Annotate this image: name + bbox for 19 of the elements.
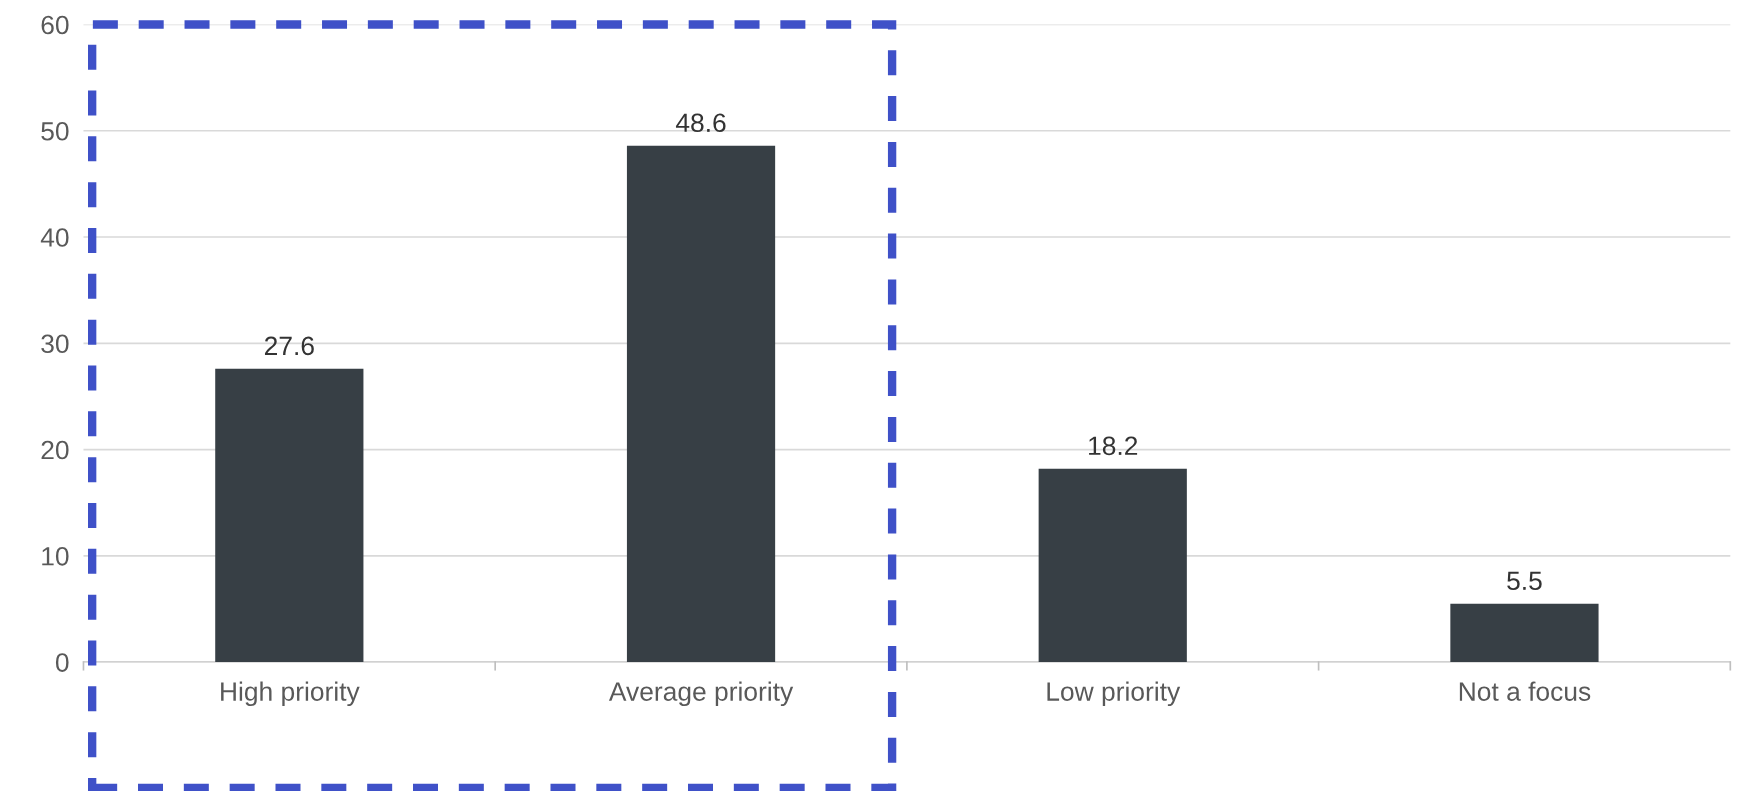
y-tick-label: 30 (41, 334, 69, 354)
x-tick-label: Not a focus (1459, 681, 1591, 701)
y-tick-label: 50 (41, 121, 69, 141)
x-tick-label: High priority (221, 681, 360, 707)
bar (1450, 603, 1599, 663)
y-tick-label: 0 (55, 653, 69, 672)
bar (1038, 468, 1187, 663)
data-label: 18.2 (1089, 436, 1138, 456)
y-tick-label: 20 (41, 440, 69, 460)
data-label: 27.6 (264, 336, 314, 356)
bar (626, 145, 776, 663)
data-label: 48.6 (675, 113, 726, 133)
y-tick-label: 10 (42, 546, 69, 566)
data-label: 5.5 (1507, 571, 1542, 591)
x-tick-label: Average priority (608, 681, 794, 707)
x-tick-label: Low priority (1047, 681, 1181, 707)
y-tick-label: 60 (41, 15, 69, 35)
y-tick-label: 40 (40, 228, 69, 247)
bar (215, 368, 364, 663)
